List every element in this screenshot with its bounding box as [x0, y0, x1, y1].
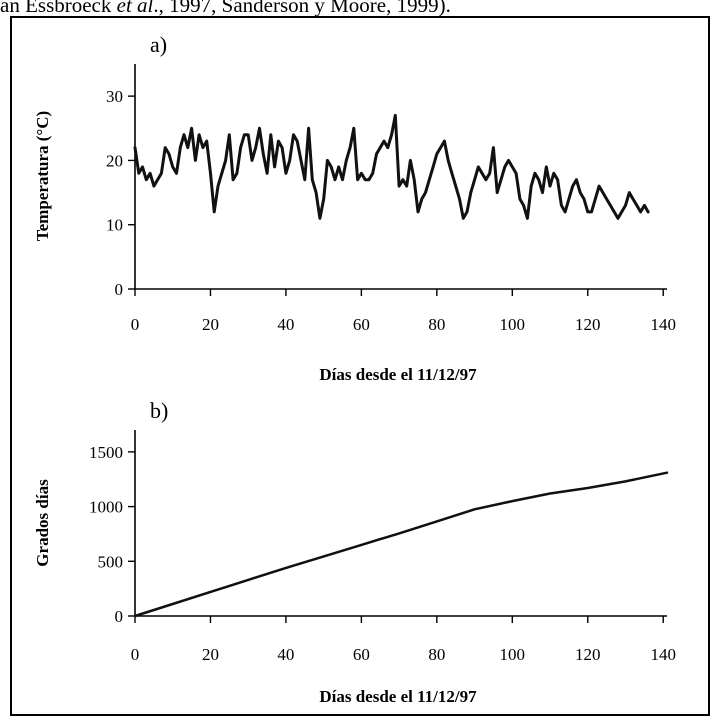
- panel-a-x-axis-title: Días desde el 11/12/97: [319, 365, 477, 384]
- panel-b-x-tick-label: 120: [575, 645, 601, 664]
- panel-b-x-tick-label: 0: [131, 645, 140, 664]
- panel-b-y-axis-title: Grados días: [33, 479, 52, 567]
- panel-a-x-tick-label: 60: [353, 315, 370, 334]
- panel-b-y-tick-label: 500: [98, 552, 124, 571]
- caption-suffix: ., 1997, Sanderson y Moore, 1999).: [153, 0, 451, 16]
- panel-b-series-line: [133, 471, 669, 618]
- panel-a-x-tick-label: 100: [500, 315, 526, 334]
- caption-italic: et al: [116, 0, 154, 16]
- panel-a-x-tick-label: 40: [277, 315, 294, 334]
- panel-b-x-tick-label: 140: [650, 645, 676, 664]
- panel-a-y-axis-title: Temperatura (°C): [33, 111, 52, 241]
- panel-a-y-tick-label: 30: [106, 87, 123, 106]
- panel-b-y-tick-label: 1500: [89, 443, 123, 462]
- panel-a-x-tick-label: 140: [650, 315, 676, 334]
- panel-b-label: b): [150, 398, 168, 423]
- panel-a-x-tick-label: 20: [202, 315, 219, 334]
- panel-a-series-line: [133, 113, 650, 220]
- figure-frame: [10, 16, 710, 716]
- panel-b-x-tick-label: 100: [500, 645, 526, 664]
- panel-a-y-tick-label: 20: [106, 151, 123, 170]
- panel-a-x-tick-label: 120: [575, 315, 601, 334]
- panel-a-label: a): [150, 32, 167, 57]
- panel-b-x-axis-title: Días desde el 11/12/97: [319, 687, 477, 706]
- panel-b-y-tick-label: 1000: [89, 498, 123, 517]
- panel-b-x-tick-label: 60: [353, 645, 370, 664]
- panel-a-x-tick-label: 0: [131, 315, 140, 334]
- caption-text: an Essbroeck et al., 1997, Sanderson y M…: [0, 0, 720, 16]
- panel-a-y-tick-label: 0: [115, 280, 124, 299]
- caption-prefix: an Essbroeck: [0, 0, 117, 16]
- panel-b-x-tick-label: 20: [202, 645, 219, 664]
- panel-b-x-tick-label: 80: [428, 645, 445, 664]
- panel-a-x-tick-label: 80: [428, 315, 445, 334]
- panel-a-y-tick-label: 10: [106, 216, 123, 235]
- panel-b-y-tick-label: 0: [115, 607, 124, 626]
- panel-b-x-tick-label: 40: [277, 645, 294, 664]
